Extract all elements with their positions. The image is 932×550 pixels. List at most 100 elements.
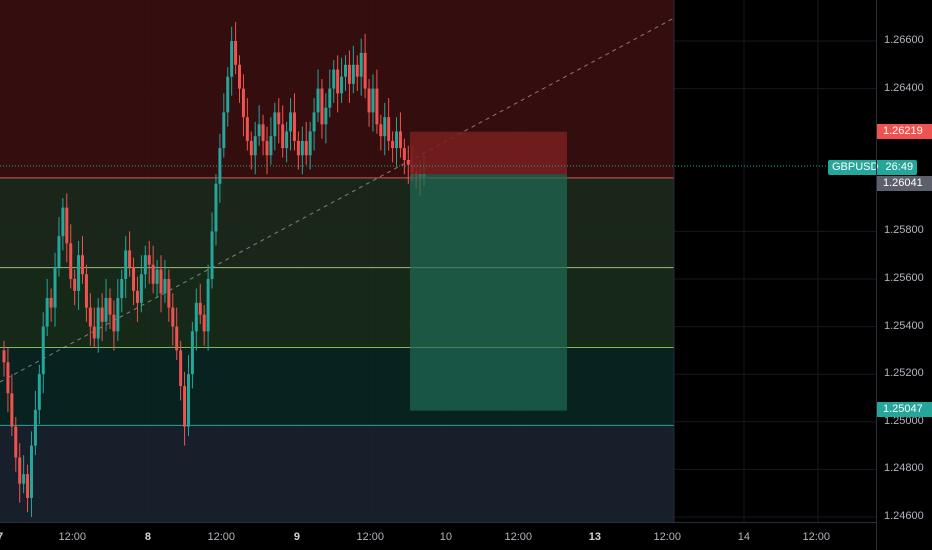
candle-body [143, 255, 147, 275]
candle-body [53, 267, 57, 308]
candle-body [22, 474, 26, 484]
candle-body [18, 457, 22, 484]
candle-body [120, 279, 124, 299]
time-tick-label: 9 [293, 531, 301, 543]
candle-body [324, 107, 328, 125]
candle-body [336, 69, 340, 94]
candle-body [171, 307, 175, 327]
candle-body [355, 64, 359, 77]
candle-body [65, 207, 69, 244]
candle-body [2, 350, 6, 363]
candle-body [383, 117, 387, 137]
candle-body [198, 302, 202, 315]
price-chart[interactable] [0, 0, 876, 522]
symbol-price-tag: GBPUSD 26:49 [828, 160, 918, 175]
candle-body [206, 279, 210, 332]
price-tick-label: 1.24800 [884, 462, 924, 475]
candle-body [281, 124, 285, 149]
candle-body [304, 140, 308, 156]
fib-zone [0, 347, 674, 426]
candle-body [234, 41, 238, 65]
candle-body [29, 445, 33, 498]
candle-body [363, 52, 367, 89]
price-tick-label: 1.25600 [884, 272, 924, 284]
price-tick-label: 1.25000 [884, 414, 924, 427]
candle-body [49, 298, 53, 308]
time-tick-label: 14 [737, 531, 751, 543]
candle-body [249, 140, 253, 156]
candle-body [296, 140, 300, 156]
candle-body [328, 88, 332, 108]
candle-body [167, 279, 171, 308]
candle-body [398, 131, 402, 149]
price-tick-label: 1.25200 [884, 367, 924, 380]
time-tick-label: 12:00 [802, 531, 831, 543]
candle-body [37, 374, 41, 410]
candle-body [132, 267, 136, 291]
time-tick-label: 12:00 [653, 531, 682, 543]
chart-area[interactable] [0, 0, 876, 522]
candle-body [359, 52, 363, 77]
candle-body [61, 207, 65, 237]
candle-body [273, 112, 277, 137]
candle-body [351, 64, 355, 84]
candle-body [269, 136, 273, 156]
time-tick-label: 12:00 [58, 531, 87, 543]
candle-body [155, 269, 159, 284]
time-tick-label: 13 [588, 531, 602, 543]
candle-body [245, 117, 249, 141]
candle-body [332, 69, 336, 89]
candle-body [163, 279, 167, 294]
candle-body [238, 64, 242, 89]
candle-body [147, 255, 151, 265]
candle-body [84, 274, 88, 308]
candles [2, 21, 426, 517]
candle-body [257, 124, 261, 137]
candle-body [387, 117, 391, 141]
price-axis[interactable]: 1.26600 1.26400 1.25800 1.25600 1.25400 1.252… [876, 0, 932, 550]
candle-body [285, 131, 289, 149]
candle-body [159, 269, 163, 294]
position-tool [0, 131, 876, 411]
candle-body [316, 88, 320, 113]
fib-zone [0, 425, 674, 522]
price-tick-label: 1.25800 [884, 224, 924, 237]
candle-body [6, 362, 10, 394]
candle-body [128, 250, 132, 268]
candle-body [261, 124, 265, 141]
candle-body [179, 350, 183, 387]
candle-body [214, 183, 218, 232]
candle-body [289, 112, 293, 132]
candle-body [367, 88, 371, 113]
take-profit-zone [410, 174, 567, 411]
candle-body [320, 88, 324, 125]
candle-body [406, 160, 410, 165]
time-axis[interactable]: 7 12:00 8 12:00 9 12:00 10 12:00 13 12:00 14 12:00 [0, 522, 876, 550]
candle-body [391, 140, 395, 149]
candle-body [230, 41, 234, 77]
candle-body [253, 136, 257, 156]
candle-body [371, 88, 375, 113]
candle-body [151, 264, 155, 284]
candle-body [347, 64, 351, 84]
candle-body [202, 314, 206, 332]
price-tick-label: 1.24600 [884, 510, 924, 522]
candle-body [96, 307, 100, 339]
candle-body [312, 112, 316, 132]
candle-body [81, 255, 85, 275]
candle-body [135, 290, 139, 303]
candle-body [139, 274, 143, 303]
candle-body [375, 88, 379, 125]
candle-body [190, 331, 194, 375]
candle-body [379, 124, 383, 137]
time-tick-label: 7 [0, 531, 4, 543]
time-tick-label: 12:00 [207, 531, 236, 543]
stop-loss-zone [410, 131, 567, 175]
candle-body [222, 112, 226, 149]
candle-body [194, 302, 198, 332]
candle-body [340, 76, 344, 94]
candle-body [277, 112, 281, 125]
candle-body [69, 243, 73, 279]
time-tick-label: 12:00 [356, 531, 385, 543]
candle-body [41, 326, 45, 375]
